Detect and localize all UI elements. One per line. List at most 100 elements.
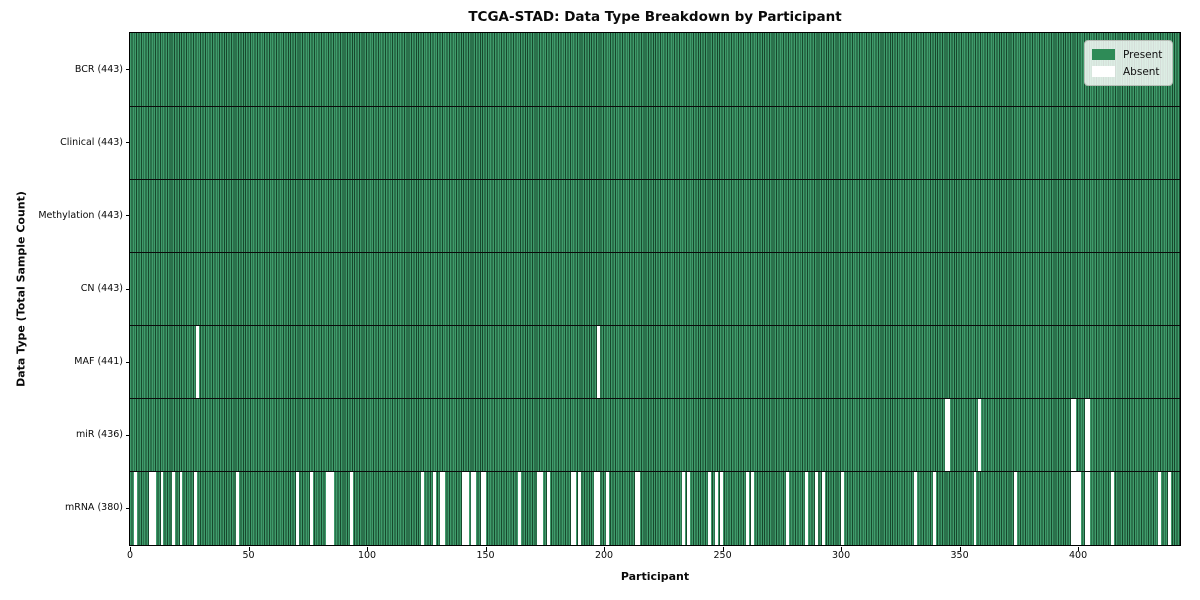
absent-stripe	[309, 471, 313, 545]
x-tick-mark	[722, 546, 724, 551]
absent-stripe	[606, 471, 610, 545]
absent-stripe	[160, 471, 164, 545]
present-swatch-icon	[1092, 49, 1115, 60]
x-tick-label: 300	[831, 550, 851, 561]
absent-stripe	[1087, 398, 1091, 472]
y-tick-label: miR (436)	[75, 429, 123, 441]
x-tick-mark	[959, 546, 961, 551]
row-band-mir	[130, 398, 1180, 472]
x-tick-label: 150	[476, 550, 495, 561]
x-axis-label: Participant	[620, 570, 690, 583]
absent-stripe	[1084, 471, 1088, 545]
chart-title: TCGA-STAD: Data Type Breakdown by Partic…	[468, 9, 842, 25]
row-band-bcr	[130, 33, 1180, 106]
x-tick-mark	[485, 546, 487, 551]
absent-stripe	[750, 471, 754, 545]
x-tick-label: 350	[950, 550, 969, 561]
absent-stripe	[134, 471, 138, 545]
legend-label: Absent	[1123, 65, 1160, 78]
absent-stripe	[1075, 471, 1079, 545]
absent-stripe	[719, 471, 723, 545]
y-tick-label: BCR (443)	[74, 63, 123, 75]
absent-stripe	[1077, 471, 1081, 545]
y-tick-mark	[125, 69, 130, 71]
y-tick-mark	[125, 142, 130, 144]
absent-stripe	[331, 471, 335, 545]
absent-stripe	[978, 398, 982, 472]
y-tick-mark	[125, 507, 130, 509]
absent-stripe	[1070, 471, 1074, 545]
x-tick-label: 250	[713, 550, 732, 561]
absent-stripe	[814, 471, 818, 545]
absent-stripe	[686, 471, 690, 545]
y-tick-label: Clinical (443)	[60, 136, 123, 148]
row-divider	[130, 105, 1180, 107]
absent-stripe	[473, 471, 477, 545]
plot-area	[130, 33, 1180, 545]
row-divider	[130, 178, 1180, 180]
row-band-maf	[130, 325, 1180, 399]
absent-stripe	[350, 471, 354, 545]
x-tick-label: 400	[1069, 550, 1088, 561]
y-tick-mark	[125, 434, 130, 436]
absent-stripe	[636, 471, 640, 545]
x-tick-label: 50	[242, 550, 255, 561]
absent-stripe	[1073, 471, 1076, 545]
legend-item-absent: Absent	[1092, 63, 1162, 80]
x-tick-label: 100	[357, 550, 377, 561]
x-tick-mark	[841, 546, 843, 551]
absent-stripe	[715, 471, 719, 545]
absent-stripe	[463, 471, 467, 545]
row-band-mrna	[130, 471, 1180, 545]
x-tick-mark	[248, 546, 250, 551]
y-tick-label: CN (443)	[80, 283, 123, 294]
absent-stripe	[196, 325, 199, 399]
absent-stripe	[596, 325, 600, 399]
absent-stripe	[746, 471, 749, 545]
absent-stripe	[151, 471, 154, 545]
absent-stripe	[1167, 471, 1171, 545]
absent-stripe	[421, 471, 425, 545]
absent-stripe	[546, 471, 550, 545]
absent-stripe	[933, 471, 937, 545]
legend-label: Present	[1123, 48, 1163, 61]
row-band-methylation	[130, 179, 1180, 252]
absent-stripe	[442, 471, 446, 545]
absent-stripe	[596, 471, 600, 545]
absent-stripe	[172, 471, 176, 545]
absent-stripe	[1070, 398, 1074, 472]
absent-stripe	[461, 471, 465, 545]
x-tick-mark	[604, 546, 606, 551]
absent-stripe	[326, 471, 330, 545]
absent-stripe	[518, 471, 522, 545]
row-divider	[130, 398, 1180, 400]
x-tick-mark	[367, 546, 369, 551]
absent-stripe	[1111, 471, 1114, 545]
absent-stripe	[482, 471, 486, 545]
absent-stripe	[1013, 471, 1017, 545]
x-tick-label: 0	[126, 550, 134, 561]
absent-stripe	[634, 471, 638, 545]
legend: Present Absent	[1084, 40, 1174, 86]
absent-stripe	[1158, 471, 1162, 545]
absent-swatch-icon	[1092, 66, 1115, 77]
absent-stripe	[1084, 398, 1088, 472]
absent-stripe	[153, 471, 157, 545]
absent-stripe	[594, 471, 598, 545]
absent-stripe	[179, 471, 183, 545]
row-divider	[130, 471, 1180, 473]
absent-stripe	[440, 471, 444, 545]
absent-stripe	[682, 471, 685, 545]
absent-stripe	[433, 471, 436, 545]
absent-stripe	[236, 471, 240, 545]
x-tick-label: 200	[594, 550, 614, 561]
absent-stripe	[805, 471, 809, 545]
row-divider	[130, 251, 1180, 254]
absent-stripe	[471, 471, 474, 545]
legend-item-present: Present	[1092, 46, 1162, 63]
x-tick-mark	[1078, 546, 1080, 551]
y-tick-label: MAF (441)	[74, 356, 123, 368]
y-tick-mark	[125, 215, 130, 217]
absent-stripe	[840, 471, 844, 545]
